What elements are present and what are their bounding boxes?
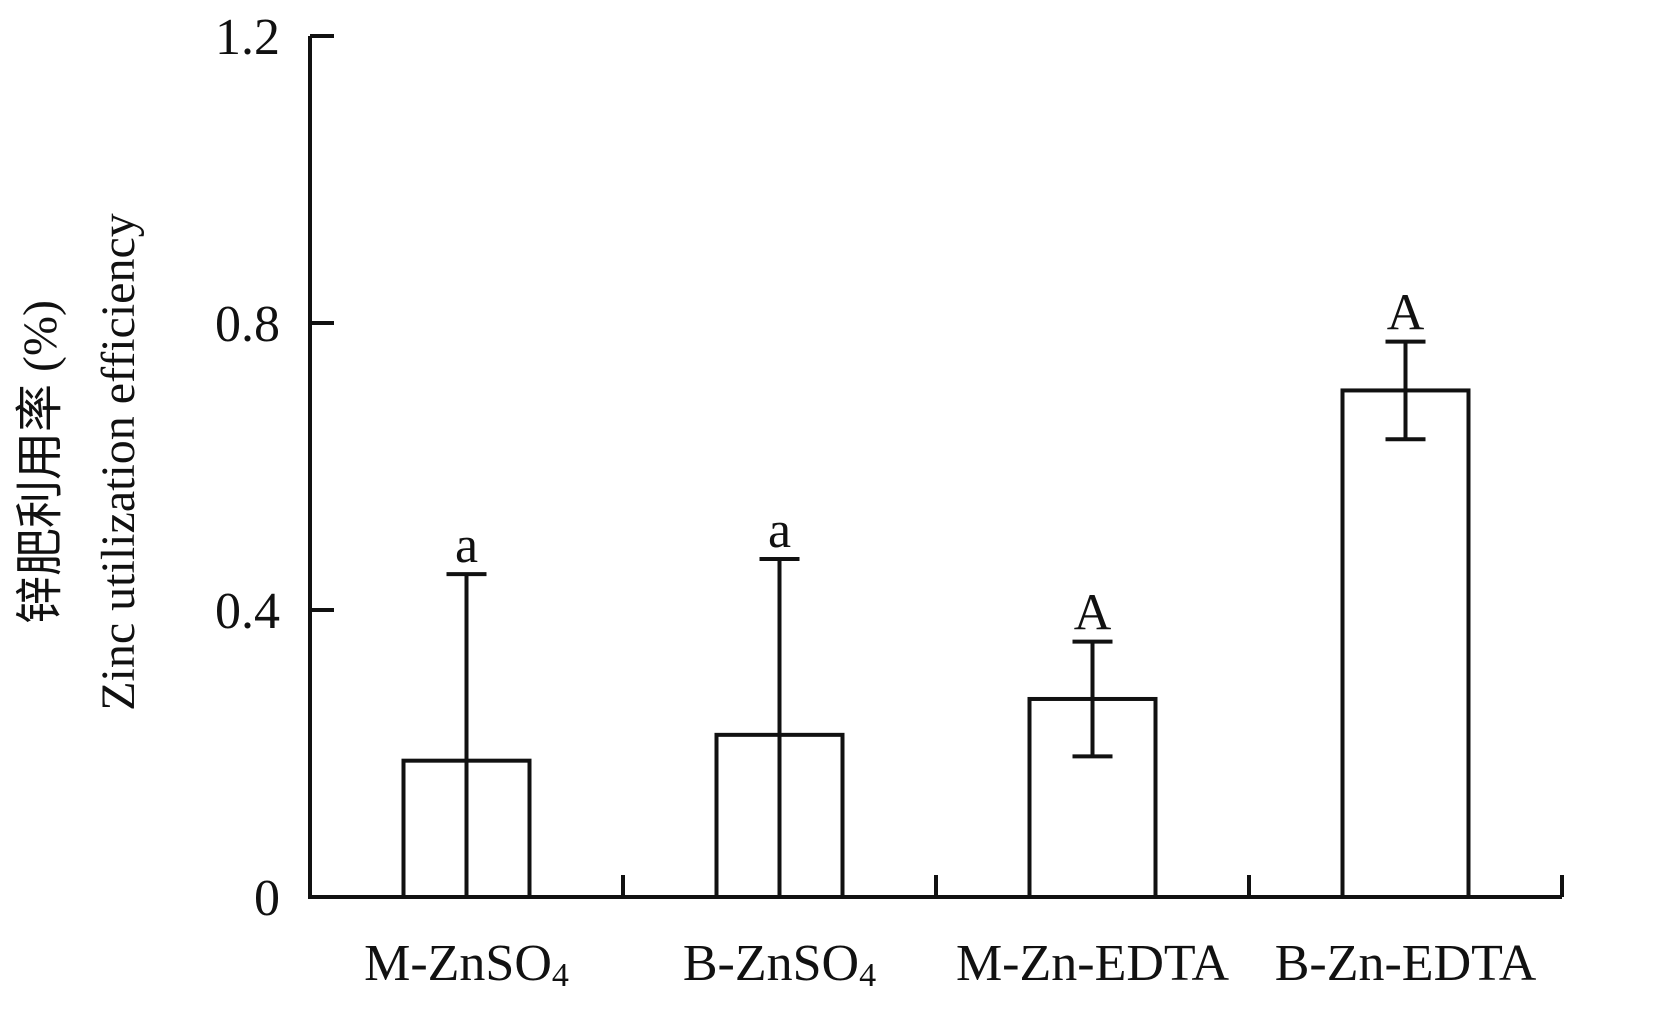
x-tick-labels: M-ZnSO4 B-ZnSO4 M-Zn-EDTA B-Zn-EDTA [364,935,1537,994]
x-tick-label-subscript: 4 [552,957,569,994]
x-tick-label: M-ZnSO4 [364,935,569,994]
x-tick-label: B-Zn-EDTA [1275,935,1537,992]
x-tick-label-text: B-ZnSO [683,935,859,992]
y-tick-label: 0 [254,870,280,927]
x-tick-label-text: M-ZnSO [364,935,552,992]
x-tick-label-subscript: 4 [859,957,876,994]
bar [1340,388,1471,899]
x-tick-label: B-ZnSO4 [683,935,876,994]
significance-label: A [1074,585,1112,642]
y-tick-label: 0.8 [215,296,280,353]
y-axis-title-english: Zinc utilization efficiency [92,213,145,711]
error-bars [446,339,1426,899]
bars [401,388,1471,899]
y-ticks: 0 0.4 0.8 1.2 [215,9,334,927]
y-axis-title-chinese: 锌肥利用率 (%) [14,300,67,624]
x-tick-label: M-Zn-EDTA [956,935,1230,992]
y-axis-title: 锌肥利用率 (%) Zinc utilization efficiency [14,213,145,711]
significance-label: a [455,517,478,574]
significance-label: a [768,502,791,559]
x-tick-label-text: M-Zn-EDTA [956,935,1230,992]
y-tick-label: 0.4 [215,583,280,640]
x-tick-label-text: B-Zn-EDTA [1275,935,1537,992]
significance-labels: a a A A [455,285,1425,642]
y-tick-label: 1.2 [215,9,280,66]
significance-label: A [1387,285,1425,342]
